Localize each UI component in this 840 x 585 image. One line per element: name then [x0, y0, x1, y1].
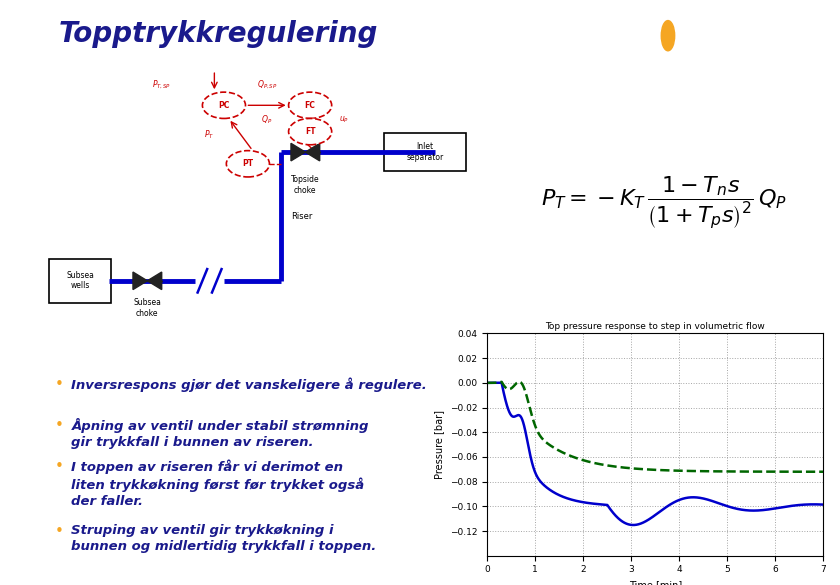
Text: PC: PC — [218, 101, 229, 110]
Text: $Q_{P,SP}$: $Q_{P,SP}$ — [257, 79, 277, 91]
Text: $P_{T,SP}$: $P_{T,SP}$ — [152, 79, 171, 91]
Circle shape — [289, 92, 332, 119]
Text: FC: FC — [305, 101, 316, 110]
Text: Topptrykkregulering: Topptrykkregulering — [59, 20, 378, 49]
Text: Struping av ventil gir trykkøkning i
bunnen og midlertidig trykkfall i toppen.: Struping av ventil gir trykkøkning i bun… — [71, 524, 376, 553]
Polygon shape — [133, 272, 147, 290]
Text: Topside
choke: Topside choke — [291, 176, 320, 195]
Text: PT: PT — [242, 159, 254, 168]
Text: $Q_P$: $Q_P$ — [261, 113, 273, 126]
Text: $P_T$: $P_T$ — [204, 128, 215, 141]
Text: STATOIL: STATOIL — [691, 30, 742, 41]
FancyBboxPatch shape — [385, 133, 465, 171]
Text: Subsea
choke: Subsea choke — [134, 298, 161, 318]
Text: •: • — [55, 524, 64, 539]
Polygon shape — [306, 143, 320, 161]
Text: Inlet
separator: Inlet separator — [407, 142, 444, 162]
Y-axis label: Pressure [bar]: Pressure [bar] — [434, 410, 444, 479]
Title: Top pressure response to step in volumetric flow: Top pressure response to step in volumet… — [545, 322, 765, 331]
Circle shape — [289, 118, 332, 145]
Text: Åpning av ventil under stabil strømning
gir trykkfall i bunnen av riseren.: Åpning av ventil under stabil strømning … — [71, 418, 369, 449]
Text: Inversrespons gjør det vanskeligere å regulere.: Inversrespons gjør det vanskeligere å re… — [71, 377, 428, 392]
Circle shape — [226, 151, 270, 177]
X-axis label: Time [min]: Time [min] — [628, 580, 682, 585]
Text: •: • — [55, 377, 64, 393]
Text: Riser: Riser — [291, 212, 312, 221]
Text: FT: FT — [305, 127, 316, 136]
Text: Subsea
wells: Subsea wells — [66, 271, 94, 291]
Text: I toppen av riseren får vi derimot en
liten trykkøkning først før trykket også
d: I toppen av riseren får vi derimot en li… — [71, 459, 365, 508]
Text: •: • — [55, 459, 64, 474]
Text: •: • — [55, 418, 64, 433]
Text: $u_P$: $u_P$ — [339, 115, 349, 125]
Circle shape — [661, 20, 675, 51]
Circle shape — [202, 92, 245, 119]
Text: $P_T = -K_T\,\dfrac{1-T_n s}{\left(1+T_p s\right)^2}\,Q_P$: $P_T = -K_T\,\dfrac{1-T_n s}{\left(1+T_p… — [540, 174, 787, 231]
Polygon shape — [147, 272, 161, 290]
FancyBboxPatch shape — [50, 259, 112, 303]
Polygon shape — [291, 143, 306, 161]
